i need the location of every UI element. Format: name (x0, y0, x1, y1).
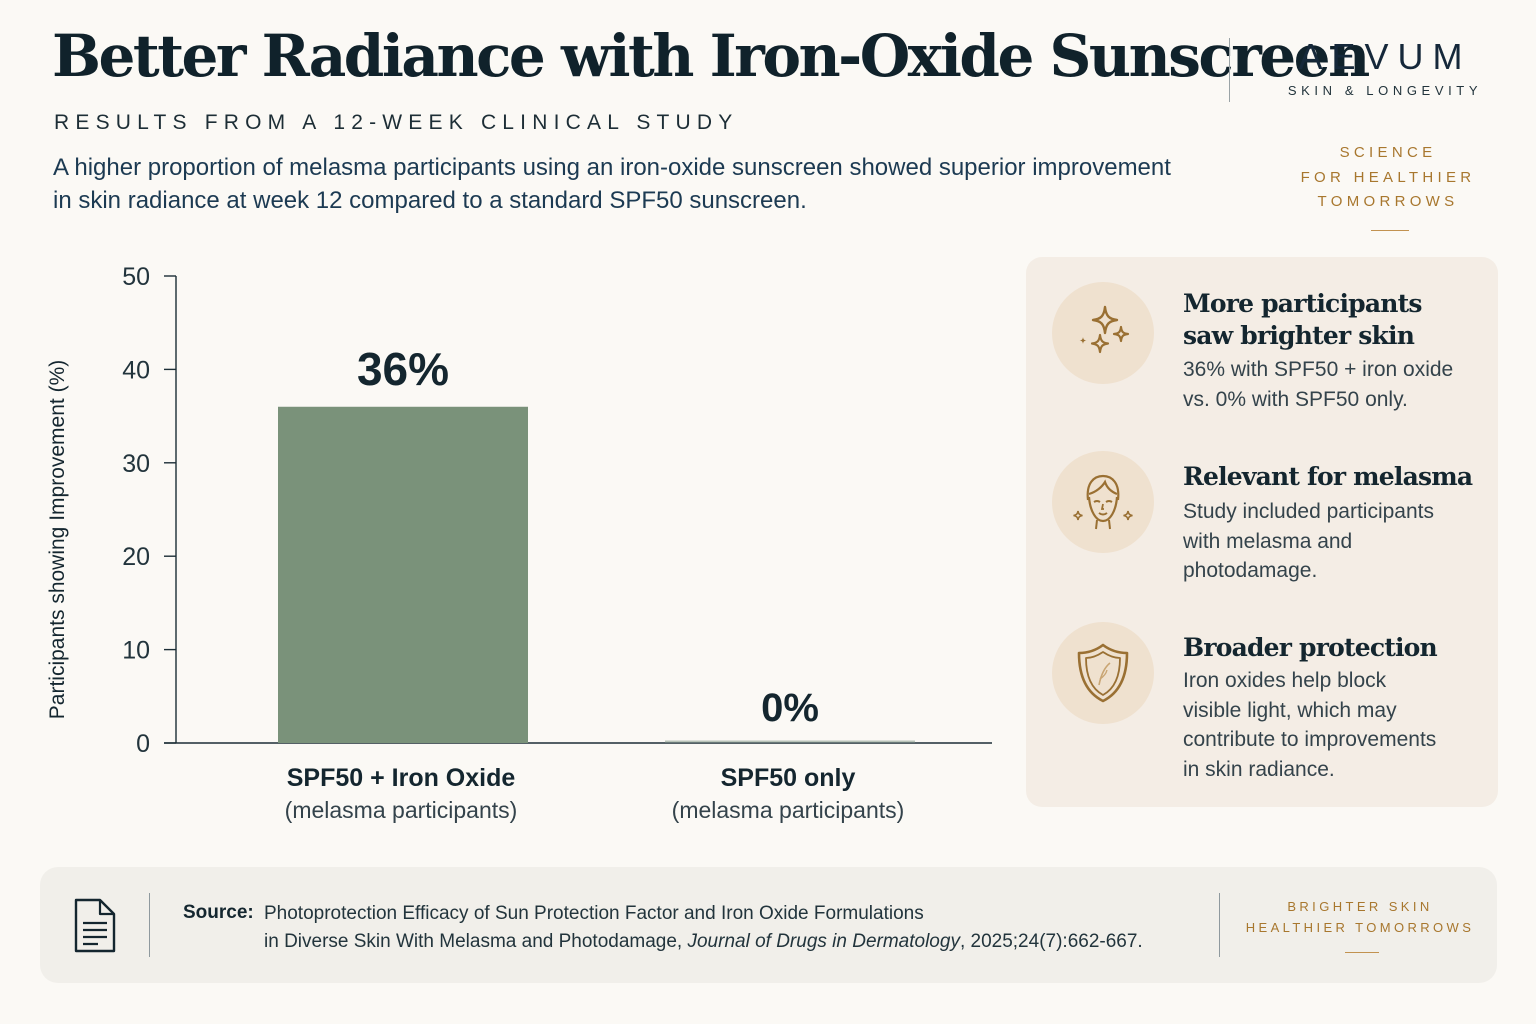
source-citation: Photoprotection Efficacy of Sun Protecti… (264, 900, 1214, 956)
x-tick-sublabel: (melasma participants) (285, 797, 518, 823)
data-label: 36% (357, 343, 449, 395)
source-label: Source: (183, 902, 254, 923)
footer-panel (40, 867, 1497, 983)
feature-icon-circle (1052, 622, 1154, 724)
tagline-line: FOR HEALTHIER (1300, 168, 1476, 186)
source-line: Photoprotection Efficacy of Sun Protecti… (264, 903, 924, 924)
source-line: in Diverse Skin With Melasma and Photoda… (264, 928, 1214, 956)
page-title: Better Radiance with Iron-Oxide Sunscree… (52, 22, 1370, 90)
feature-text-line: Study included participants (1183, 500, 1434, 523)
bar-chart: Participants showing Improvement (%) 0 10 2… (46, 263, 992, 823)
feature-text-line: with melasma and (1183, 529, 1353, 553)
tagline-underline (1371, 230, 1409, 231)
feature-title: Relevant for melasma (1183, 461, 1483, 493)
footer-tagline-line: HEALTHIER TOMORROWS (1245, 920, 1475, 935)
feature-text-line: Iron oxides help block (1183, 669, 1387, 692)
feature-title: Broader protection (1183, 632, 1483, 664)
feature-text: Study included participants with melasma… (1183, 497, 1483, 586)
brand-logo: AEVUM (1298, 36, 1472, 77)
brand-tagline: SCIENCE FOR HEALTHIER TOMORROWS (1260, 141, 1516, 215)
feature-text-line: in skin radiance. (1183, 757, 1335, 781)
feature-text-line: contribute to improvements (1183, 728, 1437, 751)
feature-title-line: More participants (1183, 289, 1422, 318)
feature-text-line: 36% with SPF50 + iron oxide (1183, 358, 1454, 381)
feature-text-line: visible light, which may (1183, 698, 1397, 722)
brand-divider (1229, 38, 1230, 102)
y-tick-label: 40 (122, 356, 150, 384)
feature-text-line: vs. 0% with SPF50 only. (1183, 387, 1408, 411)
feature-text: Iron oxides help block visible light, wh… (1183, 666, 1483, 784)
footer-divider (1219, 893, 1220, 957)
x-tick-sublabel: (melasma participants) (672, 797, 905, 823)
feature-title-line: Relevant for melasma (1183, 462, 1473, 491)
y-tick-label: 30 (122, 450, 150, 478)
x-tick-label: SPF50 only (721, 764, 856, 792)
feature-text: 36% with SPF50 + iron oxide vs. 0% with … (1183, 355, 1483, 414)
data-label: 0% (761, 686, 819, 730)
brand-subtitle: SKIN & LONGEVITY (1287, 83, 1483, 98)
page-description: A higher proportion of melasma participa… (53, 154, 1171, 214)
page-subtitle: RESULTS FROM A 12-WEEK CLINICAL STUDY (54, 111, 739, 134)
x-tick-label: SPF50 + Iron Oxide (287, 764, 516, 792)
shield-icon (1077, 643, 1129, 703)
source-journal: Journal of Drugs in Dermatology (687, 931, 960, 952)
footer-divider (149, 893, 150, 957)
face-icon (1073, 474, 1133, 530)
y-axis-label: Participants showing Improvement (%) (46, 360, 69, 719)
document-icon (74, 898, 116, 953)
feature-title-line: saw brighter skin (1183, 321, 1415, 350)
tagline-line: TOMORROWS (1317, 193, 1459, 210)
y-tick-label: 10 (122, 637, 150, 665)
footer-tagline-line: BRIGHTER SKIN (1287, 899, 1433, 914)
y-tick-label: 20 (122, 543, 150, 571)
feature-text-line: photodamage. (1183, 559, 1318, 582)
bar (278, 406, 528, 743)
feature-title: More participants saw brighter skin (1183, 288, 1483, 352)
y-tick-label: 50 (122, 263, 150, 291)
footer-tagline-underline (1345, 952, 1379, 953)
y-tick-label: 0 (136, 730, 150, 758)
sparkles-icon (1079, 305, 1130, 354)
tagline-line: SCIENCE (1339, 144, 1437, 161)
feature-icon-circle (1052, 282, 1154, 384)
footer-tagline: BRIGHTER SKIN HEALTHIER TOMORROWS (1240, 896, 1480, 938)
feature-icon-circle (1052, 451, 1154, 553)
source-text: , 2025;24(7):662-667. (959, 931, 1143, 952)
feature-title-line: Broader protection (1183, 633, 1438, 662)
source-text: in Diverse Skin With Melasma and Photoda… (264, 931, 688, 952)
